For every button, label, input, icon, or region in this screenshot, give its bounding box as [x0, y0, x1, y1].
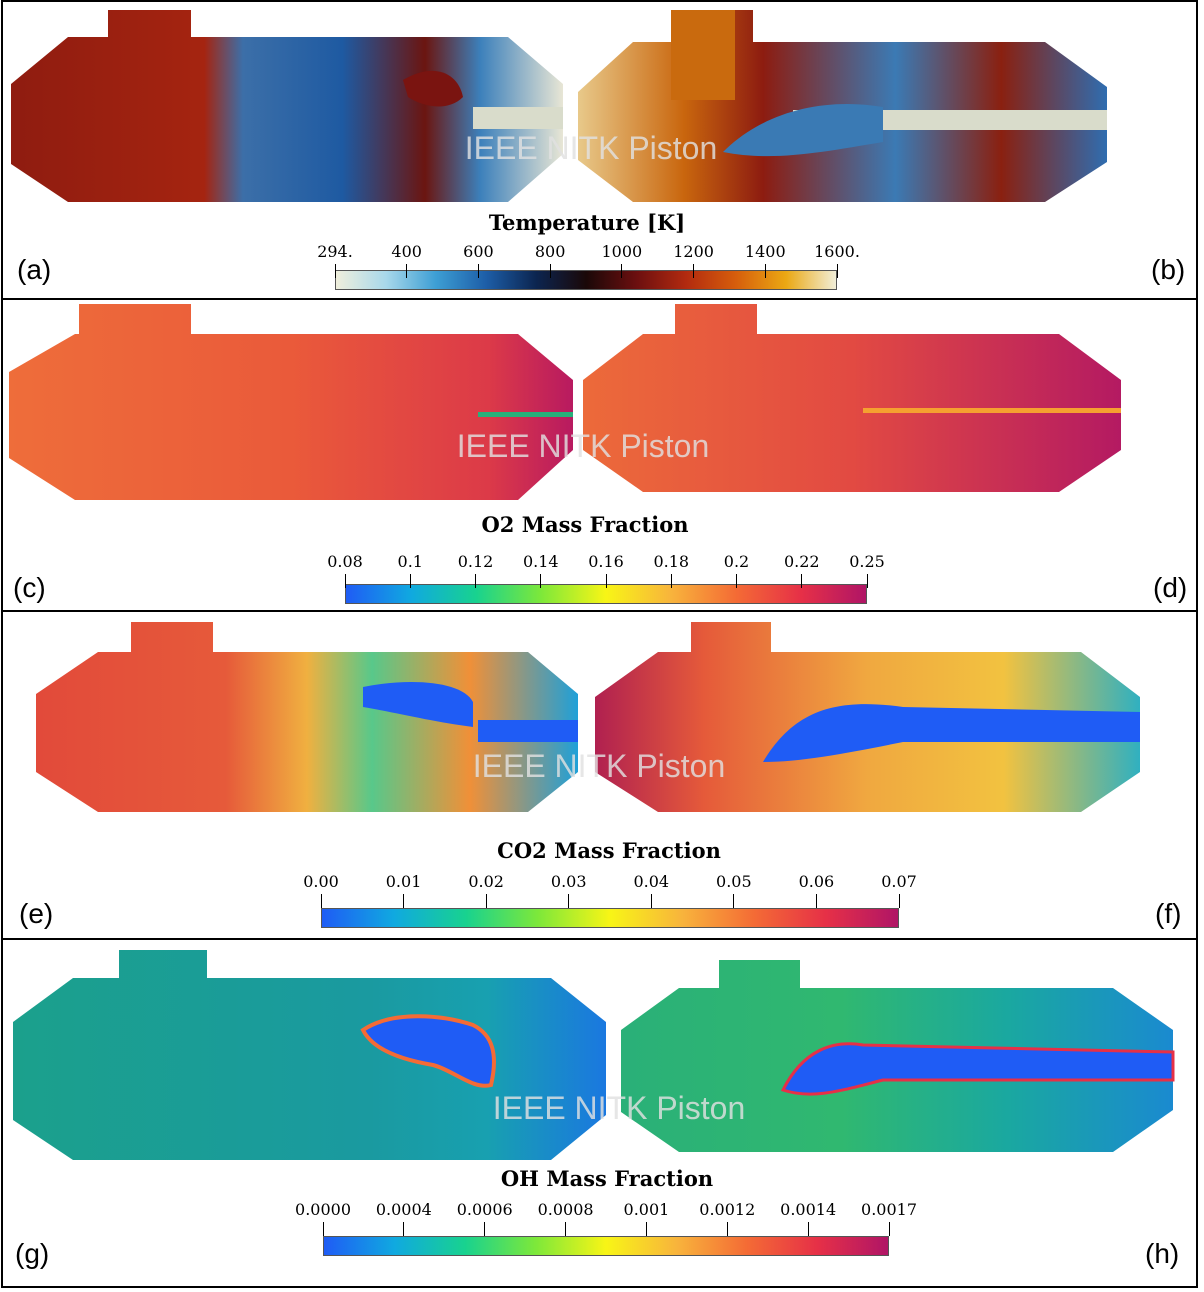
- colorbar-tick-mark: [565, 1222, 567, 1236]
- colorbar-tick-label: 0.14: [522, 552, 559, 571]
- watermark: IEEE NITK Piston: [456, 428, 710, 464]
- colorbar-tick-label: 0.08: [327, 552, 363, 571]
- colorbar-tick-label: 0.04: [633, 872, 670, 891]
- colorbar-tick-label: 0.1: [397, 552, 423, 571]
- colorbar-tick-mark: [540, 574, 542, 588]
- colorbar-tick-mark: [764, 264, 766, 278]
- o2-contour-image: [9, 304, 1121, 500]
- colorbar-tick-label: 0.07: [881, 872, 917, 891]
- colorbar-tick-mark: [815, 894, 817, 908]
- colorbar-tick-label: 0.0000: [295, 1200, 351, 1219]
- colorbar-tick-mark: [836, 264, 838, 278]
- colorbar-tick-mark: [801, 574, 803, 588]
- colorbar-tick-mark: [736, 574, 737, 588]
- colorbar-tick-mark: [484, 1222, 486, 1236]
- colorbar-tick-mark: [549, 264, 551, 278]
- panel-temperature: IEEE NITK Piston Temperature [K] (a) (b)…: [1, 0, 1198, 300]
- panel-label-d: (d): [1153, 572, 1188, 603]
- colorbar-tick-label: 0.0017: [861, 1200, 917, 1219]
- colorbar-tick-mark: [475, 574, 476, 588]
- colorbar-title: O2 Mass Fraction: [481, 512, 689, 537]
- watermark: IEEE NITK Piston: [464, 130, 718, 166]
- colorbar-title: OH Mass Fraction: [500, 1166, 714, 1191]
- colorbar-tick-label: 0.05: [716, 872, 752, 891]
- colorbar-tick-mark: [898, 894, 900, 908]
- panel-label-f: (f): [1155, 898, 1182, 929]
- colorbar-tick-mark: [726, 1222, 728, 1236]
- colorbar-tick-label: 0.16: [588, 552, 624, 571]
- colorbar-tick-mark: [621, 264, 623, 278]
- colorbar-tick-mark: [693, 264, 695, 278]
- temperature-contour-image: [11, 10, 1107, 202]
- colorbar-tick-mark: [645, 1222, 647, 1236]
- colorbar-tick-mark: [888, 1222, 890, 1236]
- colorbar-tick-mark: [866, 574, 868, 588]
- panel-label-a: (a): [17, 254, 52, 285]
- colorbar-tick-label: 0.22: [783, 552, 820, 571]
- colorbar-tick-label: 0.18: [653, 552, 690, 571]
- colorbar-tick-mark: [320, 894, 322, 908]
- co2-colorbar: [321, 908, 899, 928]
- temperature-colorbar: [335, 270, 837, 290]
- panel-o2: IEEE NITK Piston O2 Mass Fraction (c) (d…: [1, 298, 1198, 612]
- colorbar-tick-mark: [485, 894, 487, 908]
- panel-label-h: (h): [1145, 1238, 1180, 1269]
- panel-co2: IEEE NITK Piston CO2 Mass Fraction (e) (…: [1, 610, 1198, 940]
- colorbar-tick-label: 0.001: [623, 1200, 670, 1219]
- colorbar-tick-mark: [807, 1222, 809, 1236]
- colorbar-tick-label: 1400: [744, 242, 786, 261]
- colorbar-tick-label: 0.0012: [699, 1200, 756, 1219]
- colorbar-tick-label: 0.02: [468, 872, 504, 891]
- colorbar-tick-mark: [403, 1222, 405, 1236]
- colorbar-tick-label: 600: [463, 242, 494, 261]
- colorbar-tick-mark: [334, 264, 336, 278]
- colorbar-tick-mark: [344, 574, 346, 588]
- panel-label-e: (e): [19, 898, 54, 929]
- colorbar-tick-label: 0.06: [798, 872, 835, 891]
- colorbar-tick-mark: [322, 1222, 324, 1236]
- colorbar-tick-mark: [477, 264, 479, 278]
- colorbar-tick-label: 0.03: [550, 872, 587, 891]
- panel-label-c: (c): [13, 572, 46, 603]
- colorbar-tick-label: 294.: [317, 242, 353, 261]
- colorbar-tick-label: 1000: [601, 242, 643, 261]
- colorbar-tick-mark: [403, 894, 405, 908]
- colorbar-tick-mark: [733, 894, 735, 908]
- colorbar-tick-label: 0.0008: [537, 1200, 594, 1219]
- colorbar-tick-mark: [409, 574, 411, 588]
- colorbar-tick-label: 400: [391, 242, 422, 261]
- colorbar-tick-label: 800: [534, 242, 566, 261]
- panel-oh: IEEE NITK Piston OH Mass Fraction (g) (h…: [1, 938, 1198, 1288]
- colorbar-tick-mark: [406, 264, 408, 278]
- panel-label-g: (g): [15, 1238, 50, 1269]
- colorbar-tick-label: 1600.: [814, 242, 860, 261]
- colorbar-tick-label: 0.0004: [375, 1200, 432, 1219]
- watermark: IEEE NITK Piston: [492, 1090, 746, 1126]
- oh-contour-image: [13, 950, 1175, 1160]
- colorbar-tick-mark: [605, 574, 607, 588]
- colorbar-tick-label: 0.25: [849, 552, 885, 571]
- colorbar-tick-label: 0.0006: [456, 1200, 513, 1219]
- colorbar-tick-label: 1200: [673, 242, 714, 261]
- colorbar-tick-mark: [650, 894, 652, 908]
- colorbar-title: Temperature [K]: [488, 210, 686, 235]
- colorbar-tick-label: 0.00: [303, 872, 339, 891]
- colorbar-title: CO2 Mass Fraction: [497, 838, 721, 863]
- colorbar-tick-mark: [670, 574, 672, 588]
- colorbar-tick-label: 0.0014: [780, 1200, 837, 1219]
- oh-colorbar: [323, 1236, 889, 1256]
- watermark: IEEE NITK Piston: [472, 748, 726, 784]
- co2-contour-image: [36, 622, 1140, 812]
- colorbar-tick-label: 0.2: [723, 552, 750, 571]
- colorbar-tick-mark: [568, 894, 570, 908]
- colorbar-tick-label: 0.01: [385, 872, 422, 891]
- panel-label-b: (b): [1151, 254, 1186, 285]
- colorbar-tick-label: 0.12: [457, 552, 494, 571]
